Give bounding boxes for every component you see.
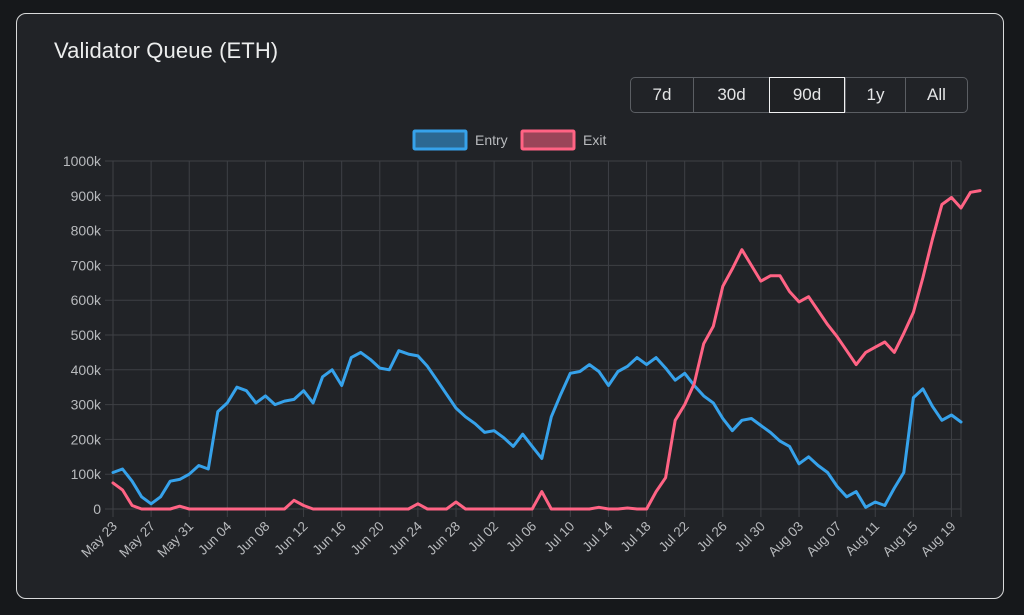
x-tick-label: Jun 28 <box>424 519 463 558</box>
range-button-7d[interactable]: 7d <box>652 85 672 104</box>
y-tick-label: 0 <box>93 501 101 517</box>
series-line-exit <box>111 189 982 511</box>
y-tick-label: 400k <box>71 362 102 378</box>
x-tick-label: Jul 14 <box>579 518 615 554</box>
range-button-30d[interactable]: 30d <box>693 78 769 112</box>
x-tick-label: May 27 <box>116 519 158 561</box>
x-tick-label: Aug 19 <box>918 519 959 560</box>
x-tick-label: Aug 03 <box>765 519 806 560</box>
y-tick-label: 800k <box>71 223 102 239</box>
y-tick-label: 200k <box>71 431 102 447</box>
x-tick-label: May 31 <box>154 519 196 561</box>
range-button-90d[interactable]: 90d <box>769 76 845 113</box>
x-tick-label: Jul 18 <box>618 519 654 555</box>
grid-lines <box>105 160 962 517</box>
chart-title: Validator Queue (ETH) <box>54 38 279 63</box>
x-tick-label: Jul 26 <box>694 519 730 555</box>
x-tick-label: Jun 24 <box>386 518 426 558</box>
y-tick-label: 500k <box>71 327 102 343</box>
x-tick-label: Aug 11 <box>842 519 882 559</box>
x-tick-label: Jul 06 <box>503 519 539 555</box>
y-axis-ticks: 0 100k 200k 300k 400k 500k 600k 700k 800k 900k 100… <box>63 153 102 517</box>
series-lines <box>111 189 982 511</box>
chart-card: Validator Queue (ETH) 7d 30d 90d 1y All <box>16 13 1004 599</box>
x-tick-label: Jul 22 <box>656 519 692 555</box>
x-tick-label: May 23 <box>78 519 120 561</box>
x-tick-label: Jul 10 <box>541 519 577 555</box>
legend-exit-swatch[interactable] <box>520 129 576 151</box>
x-tick-label: Aug 07 <box>803 519 844 560</box>
x-tick-label: Jul 02 <box>465 519 501 555</box>
x-tick-label: Aug 15 <box>880 519 921 560</box>
y-tick-label: 900k <box>71 188 102 204</box>
legend-entry-label[interactable]: Entry <box>475 132 508 148</box>
x-tick-label: Jul 30 <box>732 519 768 555</box>
range-button-1y[interactable]: 1y <box>845 78 905 112</box>
x-tick-label: Jun 16 <box>310 519 349 558</box>
y-tick-label: 100k <box>71 466 102 482</box>
series-line-entry <box>111 349 963 509</box>
y-tick-label: 1000k <box>63 153 102 169</box>
range-button-all[interactable]: All <box>905 78 967 112</box>
time-range-selector: 7d 30d 90d 1y All <box>630 76 968 113</box>
legend-exit-label[interactable]: Exit <box>583 132 606 148</box>
y-tick-label: 700k <box>71 257 102 273</box>
y-tick-label: 300k <box>71 397 102 413</box>
y-tick-label: 600k <box>71 292 102 308</box>
x-tick-label: Jun 20 <box>348 519 387 558</box>
x-tick-label: Jun 04 <box>195 518 235 558</box>
legend-entry-swatch[interactable] <box>412 129 468 151</box>
x-tick-label: Jun 08 <box>233 519 272 558</box>
legend: Entry Exit <box>412 129 606 151</box>
x-tick-label: Jun 12 <box>271 519 310 558</box>
